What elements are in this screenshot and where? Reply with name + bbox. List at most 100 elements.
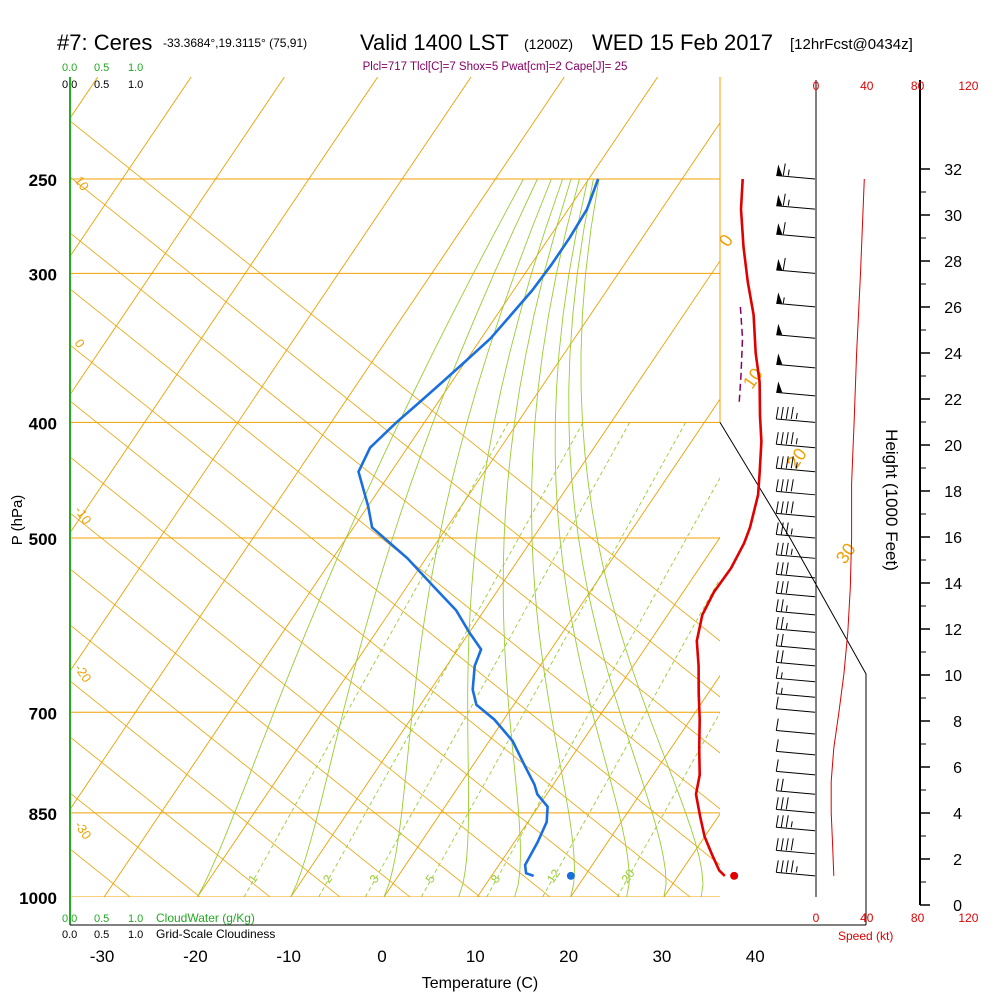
moist-adiabat-line [458,178,564,897]
mixing-ratio-label: 2 [320,872,335,886]
dry-adiabat-line [70,512,551,897]
wind-barb-feather [780,815,784,828]
wind-barb-feather [775,542,779,555]
height-tick-label: 26 [944,300,962,317]
dry-adiabat-line [70,624,411,897]
cloudwater-scale-top: 0.0 0.5 1.0 0.0 0.5 1.0 [62,62,143,91]
pressure-tick-label: 850 [29,805,57,824]
wind-barb-feather [775,860,779,873]
cloudwater-bottom-2: 1.0 [128,913,143,925]
cloudwater-top-0: 0.0 [62,62,77,74]
wind-barb-feather [775,581,779,594]
wind-barb-feather [775,718,779,731]
dry-adiabat-line [70,176,720,698]
sounding-series [357,178,763,880]
wind-barb-feather [775,681,779,694]
temperature-tick-label: -10 [276,947,301,966]
wind-barb [775,501,816,518]
wind-barb-feather [785,406,789,420]
height-tick-label: 18 [944,484,962,501]
wind-barb-feather [790,838,794,851]
dry-adiabat-line [70,680,341,897]
mixing-ratio-label: 1 [245,872,260,886]
isotherm-line [757,77,1000,897]
dry-adiabat-line [70,344,720,866]
wind-barb-staff [776,790,816,795]
dry-adiabat-line [70,456,621,897]
dry-adiabat-line [70,400,691,897]
cloudwater-label: CloudWater (g/Kg) [156,911,255,925]
wind-barb-staff [776,677,816,683]
height-tick-label: 24 [944,346,962,363]
wind-barb-feather [790,432,794,445]
isotherm-line [70,77,472,672]
wind-barb-staff [776,628,816,633]
wind-barb-feather [785,479,789,492]
isotherm-line [70,77,379,534]
isotherm-line [570,674,720,897]
utc-time: (1200Z) [524,36,573,52]
wind-barb-half-feather [795,866,798,873]
speed-tick-top: 40 [860,79,874,93]
wind-barb-staff [776,205,816,210]
station-coords: -33.3684°,19.3115° (75,91) [163,36,307,50]
wind-barb-staff [776,554,816,559]
isotherm-line [383,398,720,897]
wind-barb-half-feather [780,672,783,679]
wind-barb-feather [785,522,789,535]
wind-barb-feather [775,739,779,752]
wind-barb [775,739,816,756]
isotherm-label-right: 10 [739,364,767,392]
surface-dewpoint-dot [566,871,575,880]
wind-boundary-line [719,422,867,925]
wind-barb [775,406,816,423]
wind-barb-feather [780,860,784,873]
wind-barb-feather [780,797,784,810]
wind-barb [775,456,816,473]
dry-adiabat-line [70,120,720,642]
dry-adiabat-line [70,568,481,897]
y-axis-title: P (hPa) [9,495,26,546]
cloudwater-bottom-1: 0.5 [94,913,109,925]
wind-barb-feather [780,562,784,575]
temperature-tick-label: 30 [652,947,671,966]
wind-barb-half-feather [795,438,798,445]
wind-barb-staff [776,534,816,539]
speed-profile-line [830,178,865,876]
moist-adiabat-line [197,178,524,897]
wind-barb-half-feather [790,548,793,555]
wind-barb-feather [775,522,779,535]
wind-barb-feather [780,633,784,647]
dry-adiabat-line [70,792,201,897]
wind-barb-flag [776,381,783,393]
wind-barb-feather [785,432,789,445]
wind-barb-feather [780,522,784,535]
wind-barb [775,797,816,814]
height-tick-label: 0 [953,898,962,915]
wind-barb-feather [785,456,789,469]
mixing-ratio-label: 20 [619,866,638,885]
wind-barb-staff [776,592,816,598]
isotherm-line [103,77,658,897]
wind-barb-feather [782,222,786,235]
wind-barb-feather [790,456,794,469]
cloudwater-top-2: 1.0 [128,62,143,74]
wind-barb-staff [776,750,816,756]
wind-barb-half-feather [782,297,785,304]
pressure-tick-label: 1000 [19,889,57,908]
isotherm-line [476,536,720,897]
wind-barb [775,650,816,667]
wind-barb-staff [776,573,816,579]
wind-barb [775,696,816,713]
wind-barb-staff [776,467,816,473]
height-tick-label: 10 [944,668,962,685]
wind-barb-feather [785,860,789,873]
mixing-ratio-label: 5 [423,872,438,886]
wind-barb-feather [775,838,779,851]
height-axis-title: Height (1000 Feet) [882,429,901,571]
wind-barb-flag [776,258,783,270]
wind-barb-feather [780,581,784,594]
mixing-ratio-line [616,711,720,897]
